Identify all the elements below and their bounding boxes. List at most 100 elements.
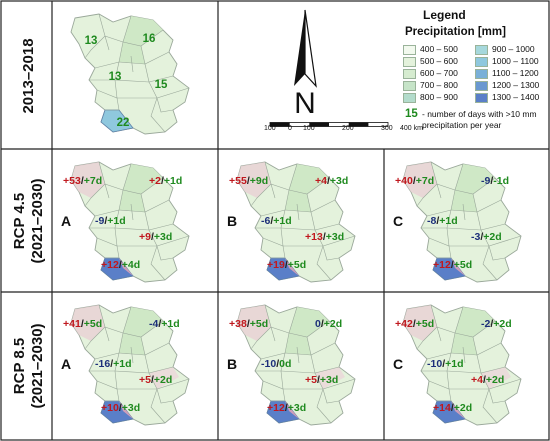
change-annotation: +10/+3d: [101, 402, 140, 414]
region-map: [236, 161, 356, 283]
precip-change: +14: [433, 402, 451, 414]
district-border: [84, 35, 106, 59]
district-border: [436, 183, 442, 199]
district-border: [462, 346, 466, 364]
legend-note-number: 15: [405, 108, 418, 120]
change-annotation: +38/+5d: [229, 318, 268, 330]
legend-subtitle: Precipitation [mm]: [405, 26, 506, 38]
precip-change: +40: [395, 175, 413, 187]
precip-change: +9: [139, 231, 151, 243]
legend-swatch-label: 800 – 900: [420, 92, 458, 102]
district-border: [436, 326, 442, 342]
separator: /: [119, 402, 122, 414]
district-border: [104, 326, 110, 342]
district-shade: [289, 164, 329, 194]
district-shade: [123, 16, 163, 46]
district-northwest: [71, 305, 105, 341]
district-border: [270, 326, 276, 342]
separator: /: [317, 374, 320, 386]
days-change: +3d: [122, 402, 140, 414]
separator: /: [451, 259, 454, 271]
svg-text:(2021–2030): (2021–2030): [29, 323, 46, 408]
district-border: [462, 203, 466, 221]
separator: /: [151, 231, 154, 243]
district-northwest: [403, 305, 437, 341]
precip-change: +5: [305, 374, 317, 386]
district-border: [156, 245, 174, 261]
change-annotation: -8/+1d: [427, 215, 458, 227]
change-annotation: +40/+7d: [395, 175, 434, 187]
separator: /: [285, 259, 288, 271]
days-change: +1d: [445, 358, 463, 370]
scale-bar-graphic: [269, 122, 389, 127]
change-annotation: +4/+3d: [315, 175, 348, 187]
svg-text:(2021–2030): (2021–2030): [29, 178, 46, 263]
map-rcp45-c: C+40/+7d -9/-1d-8/+1d-3/+2d+12/+5d: [393, 161, 522, 283]
precip-change: +2: [149, 175, 161, 187]
change-annotation: -4/+1d: [149, 318, 180, 330]
legend-swatch: [475, 57, 488, 67]
baseline-map: 13 16 13 15 22: [70, 13, 190, 135]
separator: /: [104, 215, 107, 227]
district-shade: [455, 307, 495, 337]
days-change: +3d: [288, 402, 306, 414]
district-border: [105, 245, 120, 259]
legend-swatch: [403, 93, 416, 103]
map-rcp45-a: A+53/+7d +2/+1d-9/+1d+9/+3d+12/+4d: [61, 161, 190, 283]
change-annotation: +55/+9d: [229, 175, 268, 187]
legend-swatch-label: 1300 – 1400: [492, 92, 540, 102]
district-border: [264, 161, 298, 191]
map-rcp85-c: C+42/+5d -2/+2d-10/+1d+4/+2d+14/+2d: [393, 304, 522, 426]
change-annotation: +5/+3d: [305, 374, 338, 386]
separator: /: [81, 318, 84, 330]
district-border: [271, 245, 286, 259]
separator: /: [110, 358, 113, 370]
district-border: [271, 388, 286, 402]
district-border: [416, 183, 438, 207]
precip-change: -6: [261, 215, 270, 227]
north-arrow-right-half: [304, 9, 317, 88]
change-annotation: -10/0d: [261, 358, 291, 370]
days-change: +5d: [454, 259, 472, 271]
days-change: +2d: [486, 374, 504, 386]
panel-letter: C: [393, 213, 403, 229]
change-annotation: +14/+2d: [433, 402, 472, 414]
district-shade: [119, 190, 145, 212]
district-south-accent: [119, 401, 133, 419]
district-shade: [285, 333, 311, 355]
change-annotation: 0/+2d: [315, 318, 342, 330]
change-annotation: +53/+7d: [63, 175, 102, 187]
district-border: [322, 388, 340, 404]
separator: /: [270, 215, 273, 227]
baseline-day-count: 13: [85, 35, 98, 47]
legend-swatch: [403, 81, 416, 91]
baseline-day-count: 13: [109, 71, 122, 83]
scale-bar: 100 0 100 200 300 400 km: [264, 122, 423, 142]
change-annotation: -10/+1d: [427, 358, 464, 370]
separator: /: [81, 175, 84, 187]
change-annotation: -2/+2d: [481, 318, 512, 330]
precip-change: +53: [63, 175, 81, 187]
precip-change: +4: [471, 374, 483, 386]
separator: /: [276, 358, 279, 370]
days-change: +1d: [113, 358, 131, 370]
change-annotation: +2/+1d: [149, 175, 182, 187]
district-border: [104, 35, 110, 51]
scale-tick: 100: [303, 125, 315, 132]
change-annotation: +12/+4d: [101, 259, 140, 271]
district-border: [156, 97, 174, 113]
days-change: +3d: [154, 231, 172, 243]
district-south-accent: [451, 401, 465, 419]
scale-tick: 0: [288, 125, 292, 132]
district-border: [270, 183, 276, 199]
district-east-accent: [481, 367, 511, 389]
district-border: [280, 227, 316, 231]
district-border: [488, 245, 506, 261]
days-change: +2d: [454, 402, 472, 414]
change-annotation: +42/+5d: [395, 318, 434, 330]
district-border: [482, 388, 498, 424]
district-shade: [123, 164, 163, 194]
days-change: +3d: [330, 175, 348, 187]
precip-change: +10: [101, 402, 119, 414]
legend-swatch-label: 1100 – 1200: [492, 68, 539, 78]
